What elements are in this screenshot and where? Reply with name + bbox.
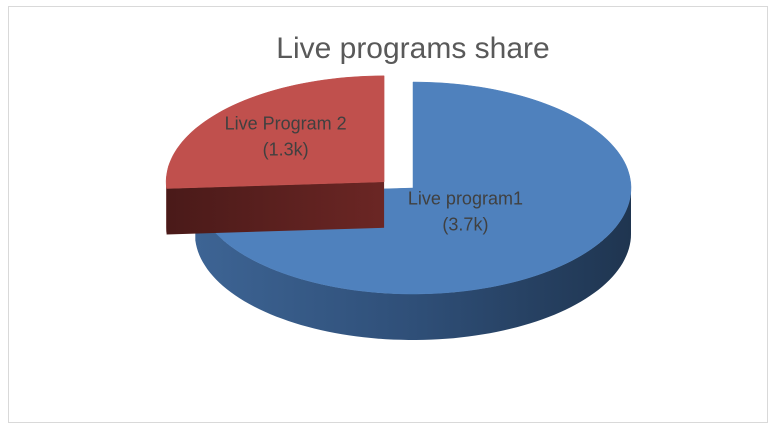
slice-side — [166, 181, 167, 235]
pie-slice — [165, 75, 385, 235]
slice-top — [165, 75, 385, 189]
slice-value-label: (1.3k) — [263, 140, 309, 160]
chart-title: Live programs share — [276, 32, 549, 65]
slice-label: Live program1 — [408, 189, 523, 209]
slice-wall — [166, 181, 385, 235]
slice-value-label: (3.7k) — [442, 215, 488, 235]
slice-side — [195, 188, 631, 340]
slice-label: Live Program 2 — [225, 114, 347, 134]
slice-top — [195, 81, 632, 295]
